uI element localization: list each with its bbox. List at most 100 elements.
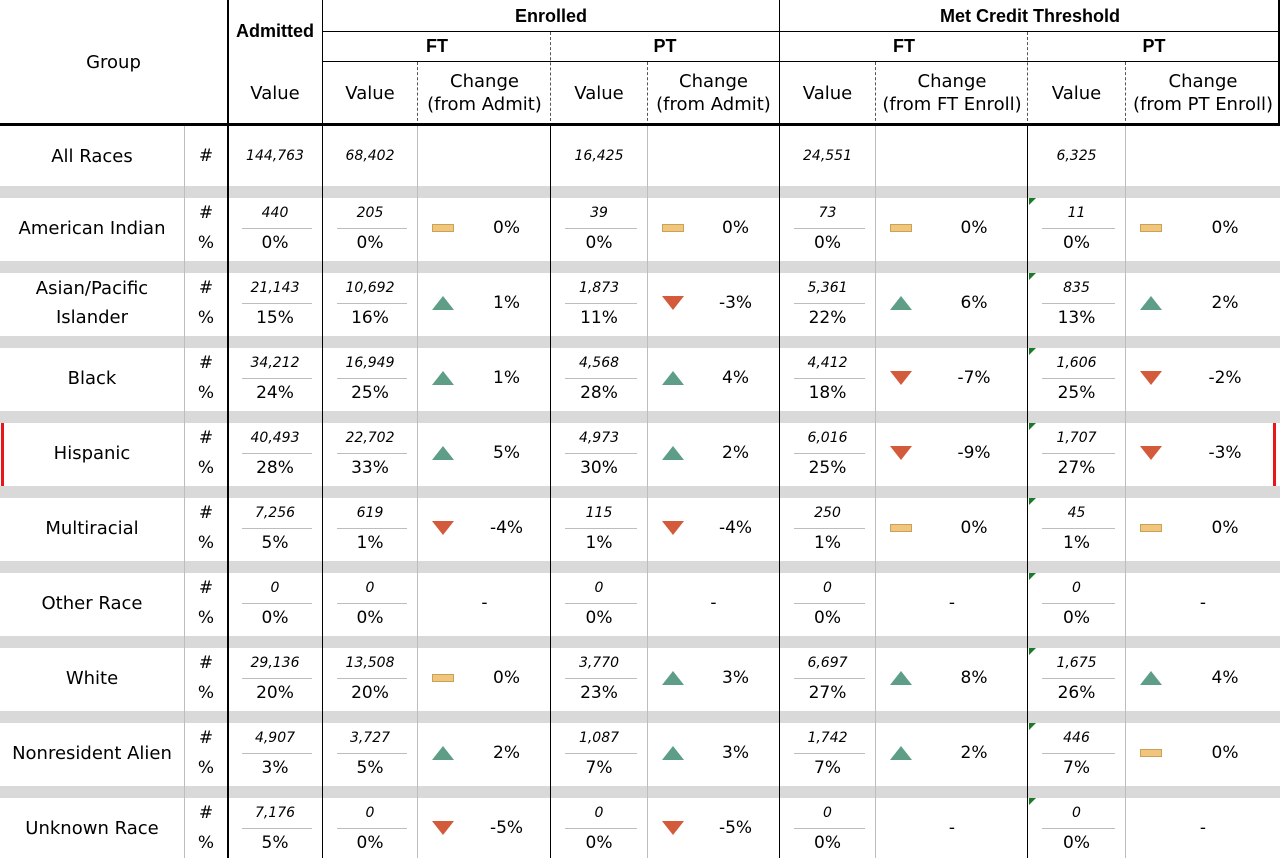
cell-divider xyxy=(794,678,865,679)
grid-line xyxy=(227,0,229,858)
value-percent: 20% xyxy=(351,683,389,703)
change-value: -5% xyxy=(718,818,753,838)
change-value: -9% xyxy=(957,443,991,463)
cell-divider xyxy=(337,678,407,679)
row-separator-band xyxy=(0,786,1280,798)
value-count: 619 xyxy=(356,505,384,521)
value-percent: 22% xyxy=(808,308,847,328)
count-symbol: # xyxy=(198,203,214,223)
change-value: - xyxy=(710,593,717,613)
up-triangle-icon xyxy=(432,746,454,760)
grid-line-dashed xyxy=(417,62,418,126)
header-change: Change (from FT Enroll) xyxy=(876,62,1028,124)
header-change-basis: (from Admit) xyxy=(427,94,542,115)
change-value: - xyxy=(948,818,956,838)
value-count: 22,702 xyxy=(345,430,395,446)
count-symbol: # xyxy=(198,428,214,448)
value-count: 4,973 xyxy=(578,430,620,446)
grid-line xyxy=(322,61,1280,62)
percent-symbol: % xyxy=(197,233,215,253)
cell-divider xyxy=(794,453,865,454)
value-percent: 15% xyxy=(256,308,294,328)
cell-divider xyxy=(1042,453,1115,454)
value-count: 16,949 xyxy=(345,355,395,371)
cell-divider xyxy=(1042,303,1115,304)
down-triangle-icon xyxy=(662,521,684,535)
value-count: 1,873 xyxy=(578,280,620,296)
percent-symbol: % xyxy=(197,758,215,778)
cell-divider xyxy=(337,528,407,529)
up-triangle-icon xyxy=(432,371,454,385)
row-separator-band xyxy=(0,636,1280,648)
change-value: 0% xyxy=(493,218,520,238)
grid-line xyxy=(1278,0,1280,126)
grid-line-dashed xyxy=(647,62,648,126)
change-value: 2% xyxy=(493,743,520,763)
cell-divider xyxy=(565,603,637,604)
header-group: Group xyxy=(86,51,141,73)
percent-symbol: % xyxy=(197,833,215,853)
value-count: 1,087 xyxy=(578,730,620,746)
value-percent: 27% xyxy=(1057,458,1096,478)
value-count: 0 xyxy=(1072,805,1081,821)
up-triangle-icon xyxy=(890,671,912,685)
value-percent: 0% xyxy=(585,608,613,628)
row-separator-band xyxy=(0,186,1280,198)
down-triangle-icon xyxy=(432,821,454,835)
group-label: Asian/Pacific Islander xyxy=(35,278,149,328)
cell-divider xyxy=(242,753,312,754)
change-value: 0% xyxy=(1211,743,1239,763)
cell-divider xyxy=(1042,528,1115,529)
flat-bar-icon xyxy=(1140,749,1162,757)
header-met-ft: FT xyxy=(893,35,915,56)
count-symbol: # xyxy=(198,728,214,748)
header-change: Change (from Admit) xyxy=(418,62,551,124)
group-label: All Races xyxy=(51,145,133,167)
change-value: 0% xyxy=(1211,218,1239,238)
value-percent: 33% xyxy=(351,458,389,478)
group-label: Hispanic xyxy=(53,442,131,464)
change-value: 1% xyxy=(493,368,520,388)
value-count: 835 xyxy=(1063,280,1090,296)
value-percent: 0% xyxy=(585,833,613,853)
header-value: Value xyxy=(1051,82,1102,104)
grid-line-light xyxy=(875,126,876,858)
header-change: Change (from Admit) xyxy=(648,62,779,124)
value-count: 1,675 xyxy=(1056,655,1097,671)
percent-symbol: % xyxy=(197,458,215,478)
comment-flag xyxy=(1029,273,1036,280)
value-count: 13,508 xyxy=(345,655,395,671)
value-percent: 0% xyxy=(1063,833,1090,853)
value-count: 0 xyxy=(594,805,604,821)
cell-divider xyxy=(337,453,407,454)
value-count: 5,361 xyxy=(807,280,848,296)
cell-divider xyxy=(1042,378,1115,379)
cell-divider xyxy=(565,753,637,754)
count-symbol: # xyxy=(198,146,214,166)
value-count: 3,770 xyxy=(578,655,620,671)
change-value: 0% xyxy=(960,218,988,238)
change-value: 2% xyxy=(722,443,749,463)
value-count: 6,325 xyxy=(1056,148,1097,164)
row-separator-band xyxy=(0,561,1280,573)
cell-divider xyxy=(794,378,865,379)
grid-line-dashed xyxy=(1125,62,1126,126)
flat-bar-icon xyxy=(432,674,454,682)
percent-symbol: % xyxy=(197,683,215,703)
value-count: 45 xyxy=(1067,505,1086,521)
cell-divider xyxy=(794,753,865,754)
value-count: 250 xyxy=(814,505,841,521)
up-triangle-icon xyxy=(890,746,912,760)
cell-divider xyxy=(337,303,407,304)
value-percent: 25% xyxy=(808,458,847,478)
count-symbol: # xyxy=(198,503,214,523)
comment-flag xyxy=(1029,423,1036,430)
cell-divider xyxy=(242,828,312,829)
comment-flag xyxy=(1029,798,1036,805)
header-change-basis: (from Admit) xyxy=(656,94,771,115)
value-percent: 0% xyxy=(814,833,841,853)
header-change-label: Change xyxy=(450,71,519,92)
down-triangle-icon xyxy=(1140,446,1162,460)
cell-divider xyxy=(565,453,637,454)
grid-line xyxy=(779,0,780,858)
